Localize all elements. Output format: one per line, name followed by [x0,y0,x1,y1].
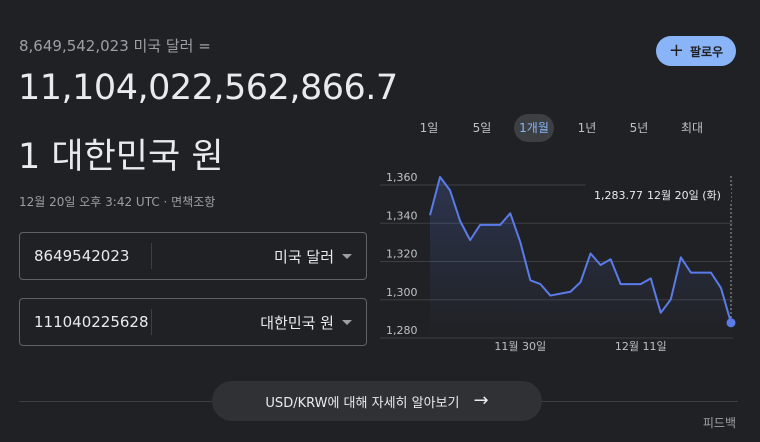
chart-current-point [726,318,736,328]
tab-5-years[interactable]: 5년 [629,121,649,135]
from-amount-input[interactable]: 8649542023 [34,247,130,265]
chart-xtick-label: 12월 11일 [615,339,667,353]
tooltip-value: 1,283.77 [594,189,643,202]
tooltip-box [585,184,731,206]
chart-ytick-label: 1,280 [386,324,418,337]
field-divider [151,309,152,335]
to-currency-field[interactable]: 11104022562866.7 대한민국 원 [19,298,367,346]
tab-max[interactable]: 최대 [680,121,704,135]
plus-icon: + [668,40,684,61]
timestamp-disclaimer[interactable]: 12월 20일 오후 3:42 UTC · 면책조항 [19,195,216,209]
from-currency-select[interactable]: 미국 달러 [274,247,334,266]
chart-ytick-label: 1,360 [386,171,418,184]
field-divider [151,243,152,269]
chart-xtick-label: 11월 30일 [494,339,546,353]
tab-5-days[interactable]: 5일 [472,121,492,135]
arrow-right-icon: → [473,390,489,411]
dropdown-arrow-icon[interactable] [342,253,352,259]
chart-series-line [429,176,732,324]
conversion-result: 11,104,022,562,866.7 [18,68,398,108]
target-unit-label: 1 대한민국 원 [18,137,224,177]
learn-more-label: USD/KRW에 대해 자세히 알아보기 [265,395,460,411]
range-tabs: 1일 5일 1개월 1년 5년 최대 [410,114,720,142]
chart-ytick-label: 1,320 [386,248,418,261]
to-amount-input[interactable]: 11104022562866.7 [34,313,149,331]
from-currency-field[interactable]: 8649542023 미국 달러 [19,232,367,280]
learn-more-button[interactable]: USD/KRW에 대해 자세히 알아보기 → [212,381,542,421]
follow-label: 팔로우 [689,44,724,59]
chart-ytick-label: 1,340 [386,209,418,222]
to-currency-select[interactable]: 대한민국 원 [260,313,334,332]
follow-button[interactable]: + 팔로우 [656,36,736,66]
tab-1-year[interactable]: 1년 [577,121,597,135]
dropdown-arrow-icon[interactable] [342,319,352,325]
tab-1-day[interactable]: 1일 [419,121,439,135]
conversion-subtitle: 8,649,542,023 미국 달러 = [19,37,211,55]
chart-ytick-label: 1,300 [386,286,418,299]
tab-1-month[interactable]: 1개월 [514,114,554,142]
exchange-rate-chart[interactable]: 1,360 1,340 1,320 1,300 1,280 11월 30일 12월 11일… [380,162,740,362]
feedback-link[interactable]: 피드백 [702,416,736,430]
tooltip-date: 12월 20일 (화) [647,188,721,202]
